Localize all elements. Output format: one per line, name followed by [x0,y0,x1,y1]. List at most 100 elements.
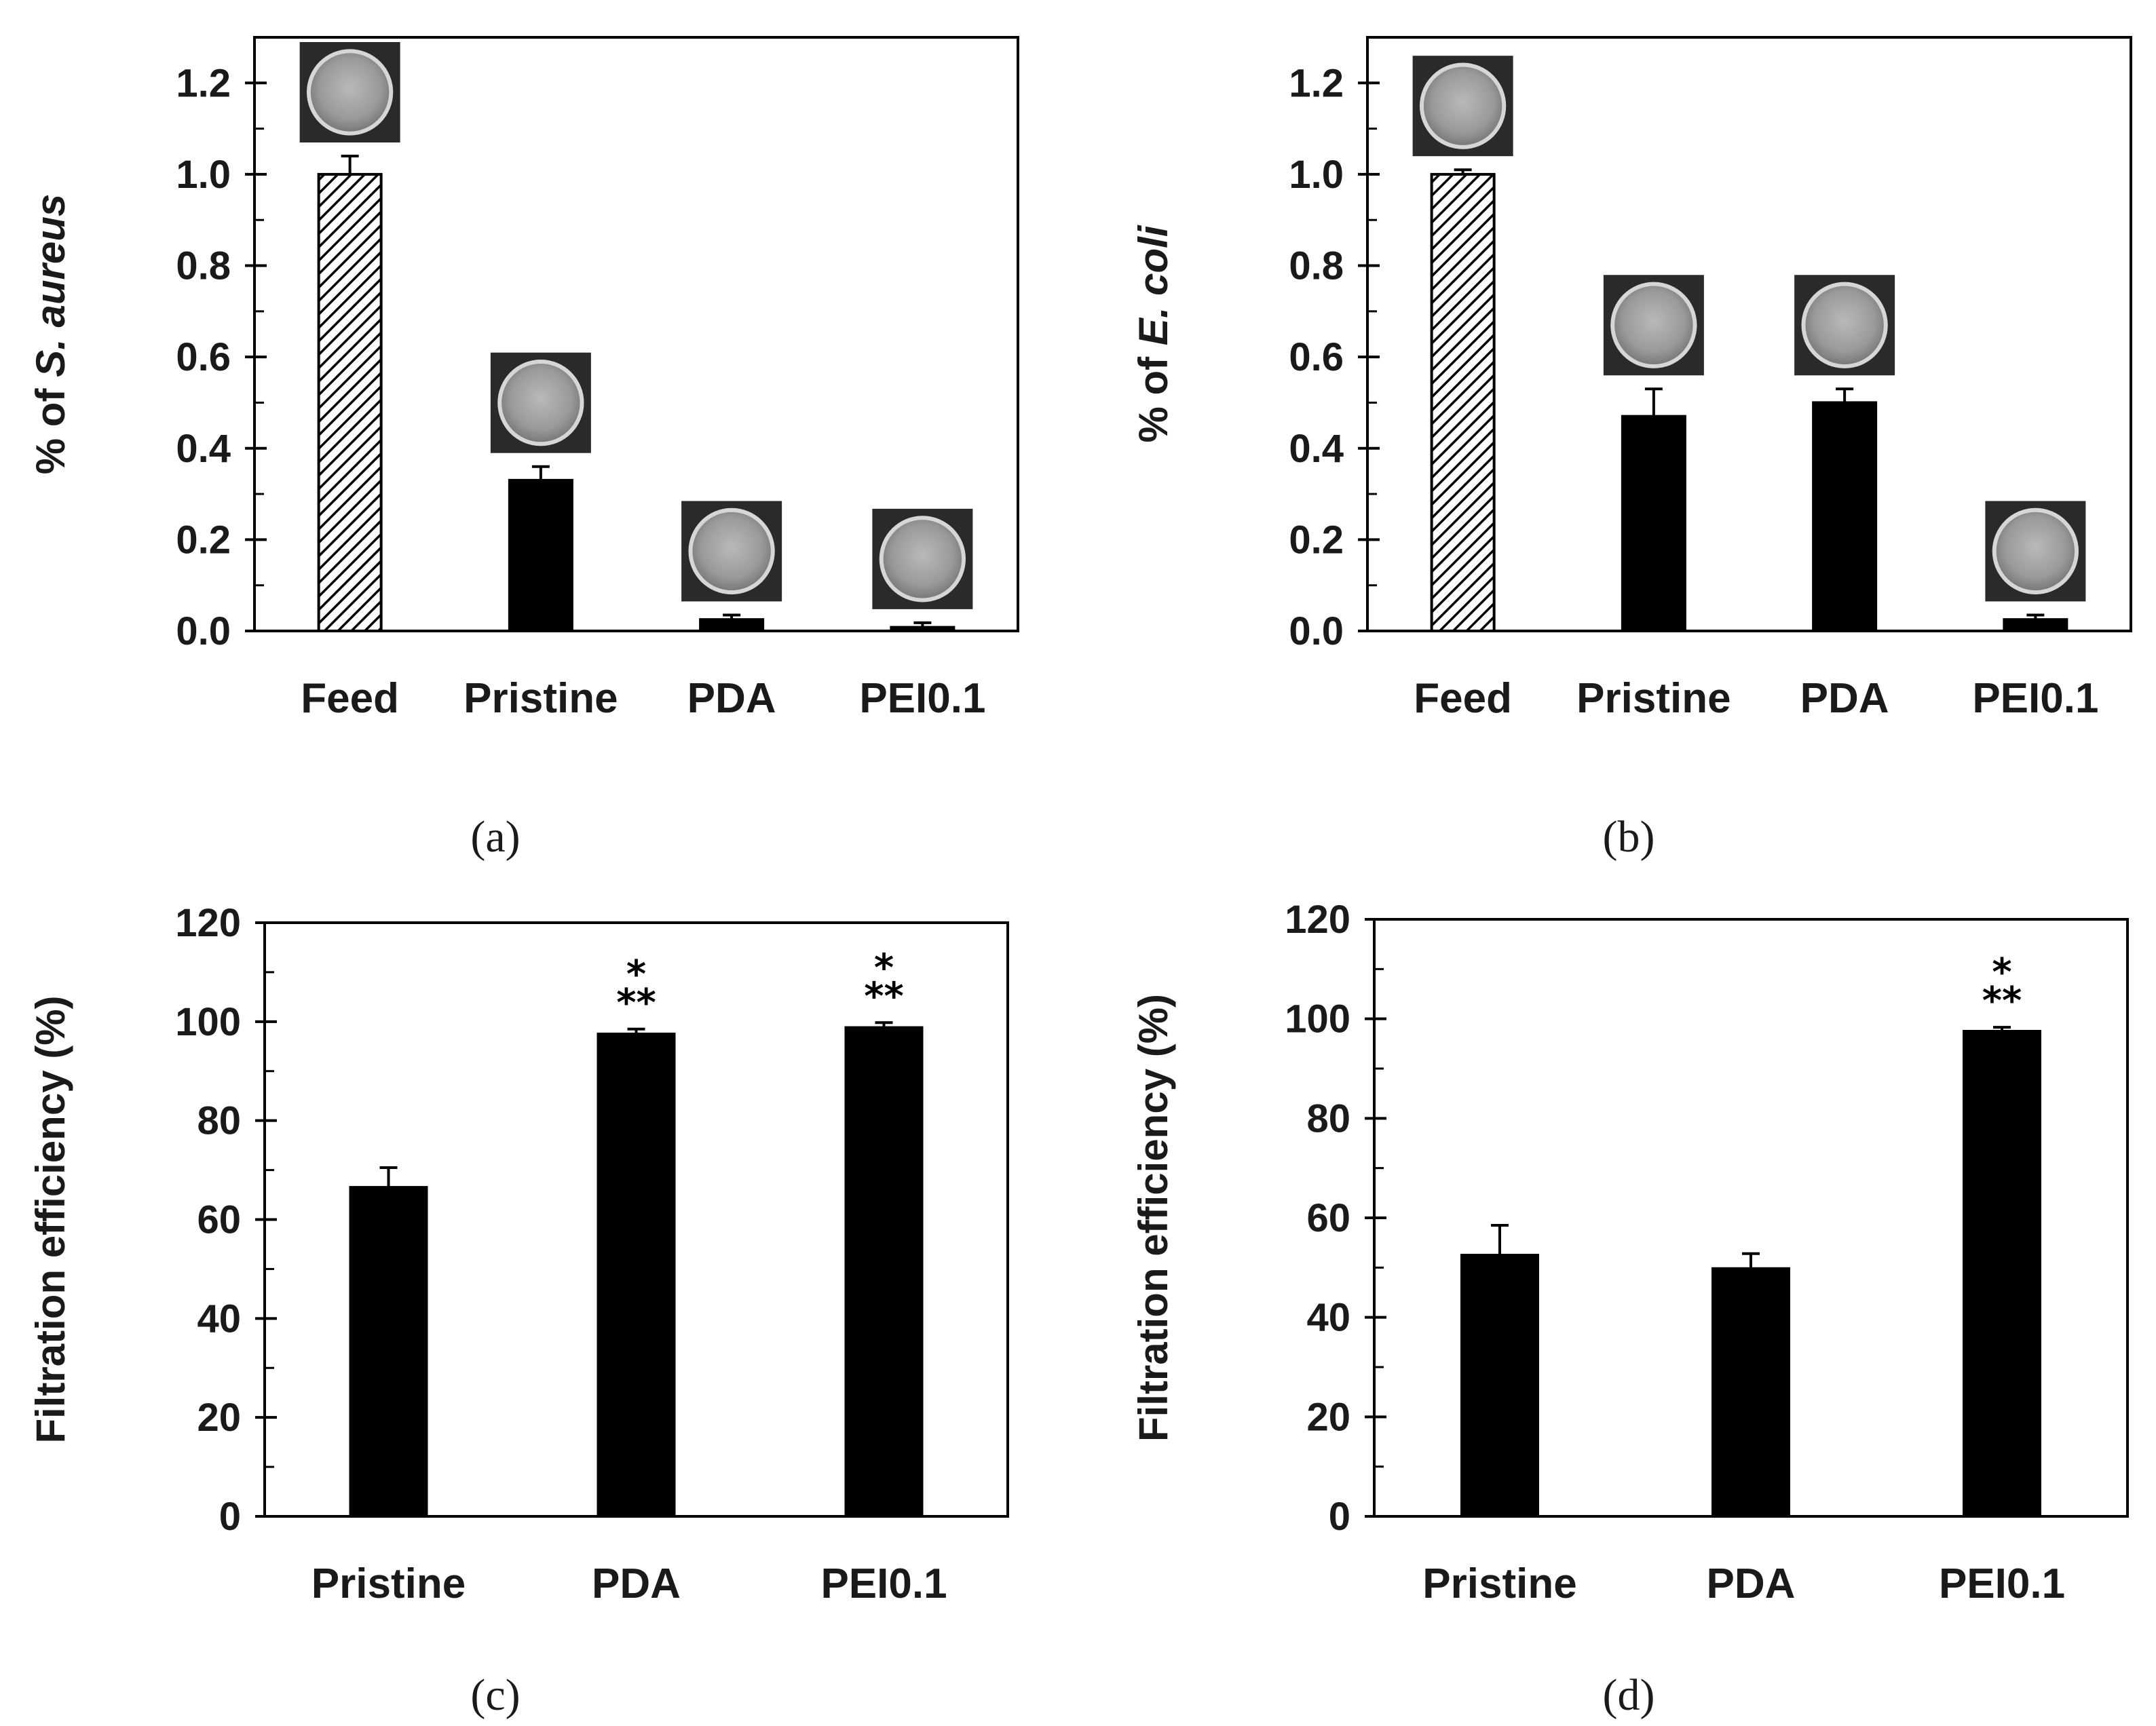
agar-plate-image [681,501,782,602]
y-tick-label: 1.0 [1289,153,1344,197]
y-tick-label: 0 [219,1495,241,1539]
agar-plate-image [1412,56,1513,157]
y-axis-title-part: % of [28,377,73,474]
x-tick-label: PEI0.1 [820,1560,947,1607]
y-tick-label: 0.0 [1289,609,1344,653]
panel-label: (b) [1603,812,1655,862]
bar-pda [597,1033,676,1518]
x-tick-label: PEI0.1 [859,675,985,722]
star: ** [864,974,904,1018]
panel-label: (a) [470,812,520,862]
plate-agar [1614,286,1693,364]
y-tick-label: 0.6 [1289,335,1344,379]
star: * [626,953,646,997]
bar-pei0.1 [890,626,956,632]
y-tick-label: 0.2 [1289,518,1344,562]
significance-marker: *** [1982,951,2022,1023]
bar-pristine [508,478,573,633]
y-tick-label: 0.8 [1289,244,1344,288]
y-tick-label: 20 [1306,1395,1350,1439]
y-tick-label: 60 [1306,1196,1350,1240]
plate-agar [1805,286,1884,364]
y-axis-title: Filtration efficiency (%) [1131,994,1176,1442]
y-tick-label: 120 [1285,898,1350,942]
y-tick-label: 0 [1329,1495,1350,1539]
bar-pei0.1 [2003,618,2068,633]
x-tick-label: PDA [592,1560,681,1607]
y-tick-label: 20 [197,1396,241,1440]
plate-agar [502,363,580,442]
x-tick-label: Feed [301,675,399,722]
y-tick-label: 0.2 [176,518,231,562]
y-axis-title: % of S. aureus [28,194,73,474]
x-tick-label: Pristine [464,675,618,722]
y-tick-label: 120 [175,901,241,945]
agar-plate-image [490,352,591,453]
y-tick-label: 0.4 [176,427,231,471]
star: * [874,946,894,990]
plate-agar [310,53,390,132]
bar-feed [1430,172,1496,632]
plot-frame [253,36,1019,632]
significance-marker: *** [616,953,656,1025]
plot-frame [1366,36,2132,632]
chart-a: 0.0 0.2 0.4 0.6 0.8 1.0 1.2 % of S. aureus Feed P… [28,36,1019,862]
y-axis-title-part: % of [1131,345,1176,442]
agar-plate-image [1985,501,2086,602]
x-tick-label: Feed [1414,675,1512,722]
y-tick-label: 0.6 [176,335,231,379]
plate-agar [1423,66,1502,145]
y-tick-label: 60 [197,1198,241,1242]
x-tick-label: PEI0.1 [1939,1560,2065,1607]
bar-pei0.1 [1963,1030,2041,1518]
y-tick-label: 100 [175,1000,241,1044]
agar-plate-image [1603,275,1704,376]
y-tick-label: 0.8 [176,244,231,288]
y-tick-label: 40 [1306,1296,1350,1340]
x-tick-label: Pristine [1422,1560,1576,1607]
bar-pda [1812,401,1878,632]
y-tick-label: 1.2 [176,61,231,105]
bar-pei0.1 [844,1026,924,1518]
chart-d: 0 20 40 60 80 100 120 Filtration efficiency (%)… [1131,898,2129,1720]
y-tick-label: 1.0 [176,153,231,197]
agar-plate-image [299,42,400,142]
bar-pda [699,618,765,633]
y-tick-label: 100 [1285,997,1350,1041]
chart-b: 0.0 0.2 0.4 0.6 0.8 1.0 1.2 % of E. coli Feed Pri… [1131,36,2132,862]
y-axis-title-part: S. aureus [28,194,73,377]
y-tick-label: 0.4 [1289,427,1344,471]
y-tick-label: 40 [197,1297,241,1341]
bar-pda [1711,1267,1790,1518]
y-axis-title: Filtration efficiency (%) [28,995,73,1443]
agar-plate-image [1794,275,1895,376]
x-tick-label: Pristine [1576,675,1731,722]
plate-agar [692,512,771,591]
x-tick-label: PDA [687,675,776,722]
bar-pristine [349,1186,428,1518]
star: * [1992,951,2011,995]
x-tick-label: PDA [1800,675,1889,722]
y-tick-label: 1.2 [1289,61,1344,105]
chart-c: 0 20 40 60 80 100 120 Filtration efficiency (%)… [28,901,1009,1720]
x-tick-label: PDA [1707,1560,1796,1607]
significance-marker: *** [864,946,904,1018]
plate-agar [1996,512,2075,591]
x-tick-label: PEI0.1 [1972,675,2098,722]
bar-feed [317,172,383,632]
bar-pristine [1621,415,1686,633]
plate-agar [883,520,962,598]
x-tick-label: Pristine [311,1560,466,1607]
agar-plate-image [872,508,973,609]
y-tick-label: 80 [197,1099,241,1143]
y-tick-label: 80 [1306,1096,1350,1140]
y-axis-title: % of E. coli [1131,225,1176,442]
bar-pristine [1460,1254,1539,1518]
y-axis-title-part: E. coli [1131,225,1176,345]
panel-label: (d) [1603,1670,1655,1720]
y-tick-label: 0.0 [176,609,231,653]
y-axis-title-part: Filtration efficiency (%) [28,995,73,1443]
y-axis-title-part: Filtration efficiency (%) [1131,994,1176,1442]
panel-label: (c) [470,1670,520,1720]
